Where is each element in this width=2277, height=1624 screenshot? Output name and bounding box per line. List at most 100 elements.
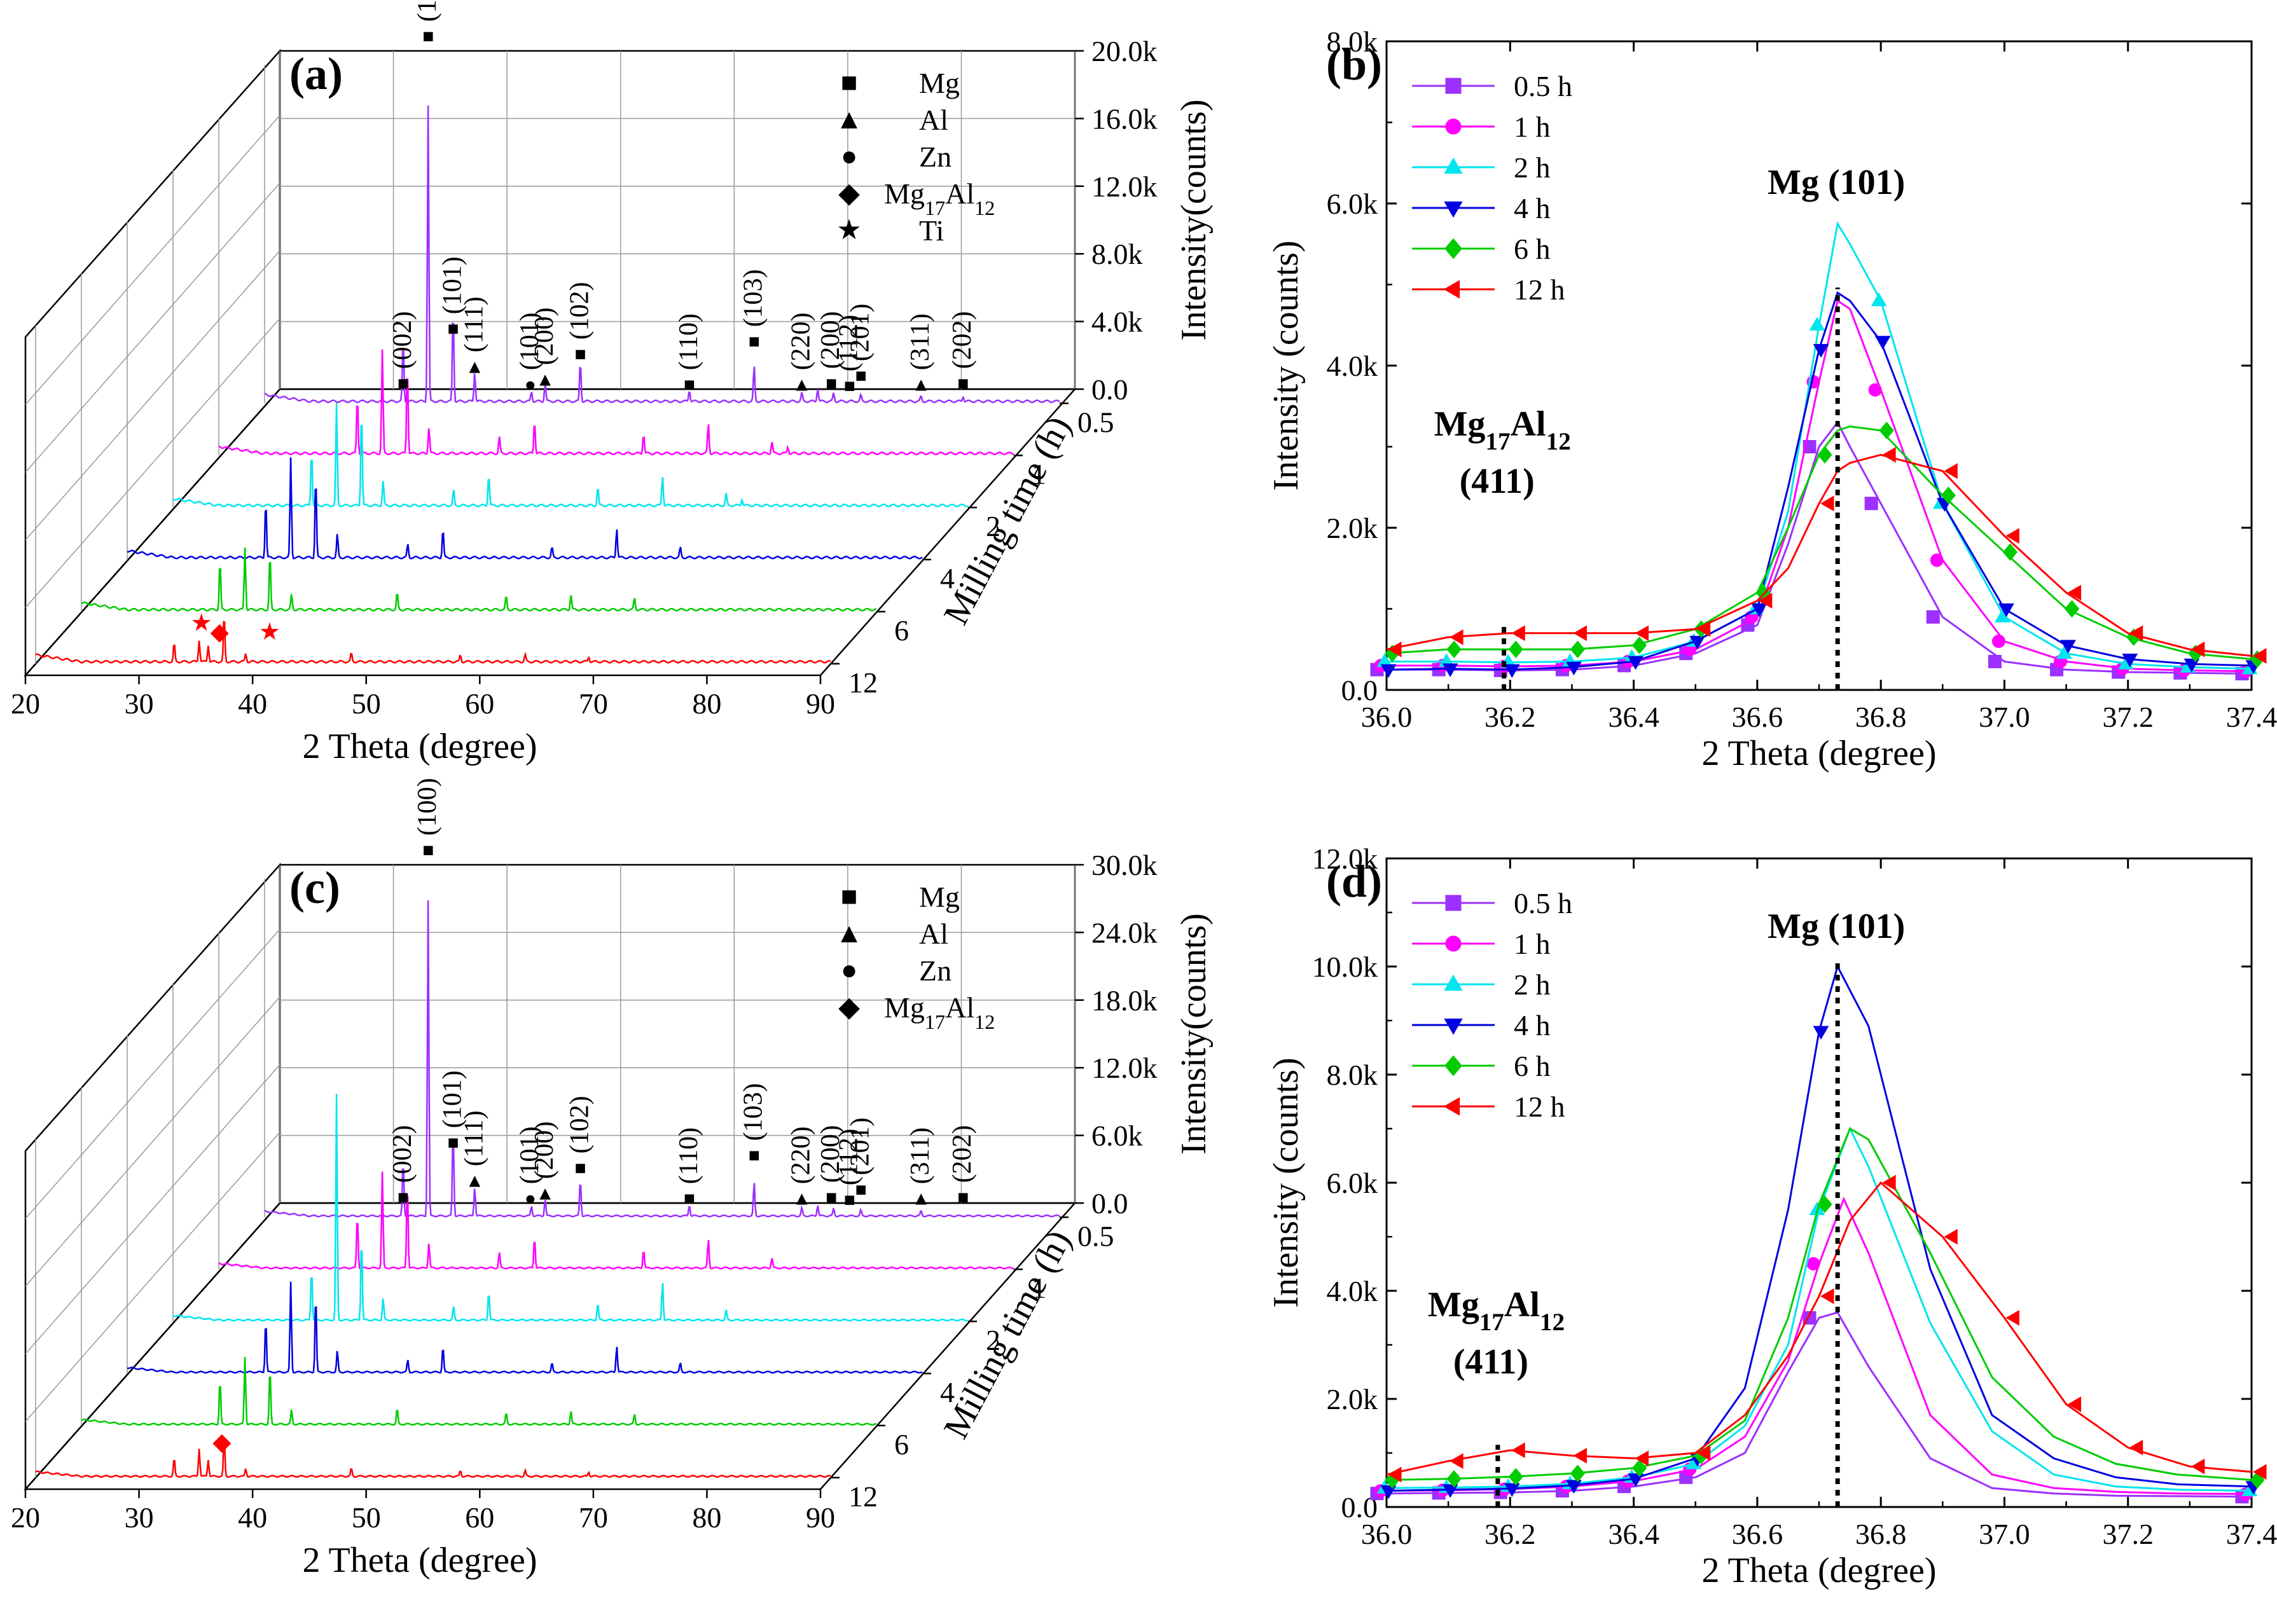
data-point <box>1504 664 1520 678</box>
data-point <box>2064 600 2080 618</box>
data-point <box>1387 641 1402 657</box>
series-line <box>1386 1181 2252 1476</box>
x-tick-label: 80 <box>692 1501 721 1534</box>
data-point <box>2002 543 2018 561</box>
z-tick-label: 24.0k <box>1091 916 1158 949</box>
y-tick-label: 2.0k <box>1327 1383 1378 1415</box>
data-point <box>1817 1195 1832 1213</box>
hkl-label: (200) <box>816 1125 845 1183</box>
phase-marker: ■ <box>684 374 695 395</box>
secondary-peak-label: Mg17Al12 <box>1434 404 1571 455</box>
y-tick-label: 8.0k <box>1327 25 1378 58</box>
phase-marker: ■ <box>749 1145 760 1166</box>
data-point <box>1508 640 1523 659</box>
data-point <box>1820 1288 1834 1304</box>
y-tick-label: 12.0k <box>1312 843 1378 875</box>
phase-marker: ▲ <box>466 1170 485 1191</box>
y-tick-label: 4.0k <box>1327 350 1378 382</box>
data-point <box>1944 463 1958 479</box>
x-tick-label: 36.8 <box>1855 701 1907 733</box>
y-tick-label: 12 <box>848 666 878 699</box>
data-point <box>1380 1485 1397 1499</box>
data-point <box>1696 621 1711 637</box>
data-point <box>1380 664 1397 678</box>
y-tick-label: 6 <box>894 614 909 647</box>
legend-label: Al <box>919 104 948 136</box>
x-tick-label: 37.2 <box>2102 1518 2154 1550</box>
hkl-label: (110) <box>674 313 703 370</box>
x-tick-label: 30 <box>125 687 154 720</box>
x-axis-title: 2 Theta (degree) <box>303 1541 537 1580</box>
legend-label: 1 h <box>1514 928 1551 960</box>
z-tick-label: 18.0k <box>1091 984 1158 1017</box>
x-tick-label: 37.0 <box>1979 701 2030 733</box>
series-line-6 <box>81 547 877 612</box>
floor <box>24 1202 1077 1490</box>
series-line <box>1386 425 2252 660</box>
phase-marker: ■ <box>574 1157 586 1178</box>
y-tick-label: 2 <box>986 1324 1000 1356</box>
secondary-peak-label: Mg17Al12 <box>1428 1285 1565 1336</box>
data-point <box>1628 1473 1644 1487</box>
floor <box>24 388 1077 677</box>
phase-marker: ■ <box>398 1187 409 1208</box>
data-point <box>1573 1447 1587 1464</box>
x-tick-label: 36.2 <box>1485 1518 1536 1550</box>
legend-marker <box>1444 1018 1463 1035</box>
legend-marker <box>1443 1097 1460 1116</box>
legend-marker <box>1443 280 1460 299</box>
ti-marker: ★ <box>259 619 280 645</box>
z-tick-label: 12.0k <box>1091 1052 1158 1084</box>
x-axis-title: 2 Theta (degree) <box>303 727 537 766</box>
series-line-12 <box>35 621 831 664</box>
hkl-label: (220) <box>787 312 816 370</box>
data-point <box>1446 1470 1462 1488</box>
data-point <box>1926 610 1940 624</box>
phase-marker: ■ <box>826 1187 837 1208</box>
hkl-label: (111) <box>459 296 488 352</box>
x-tick-label: 20 <box>11 687 40 720</box>
data-point <box>1570 1464 1586 1483</box>
data-point <box>2067 584 2082 601</box>
series-line <box>1386 291 2252 671</box>
legend-label: Mg <box>919 881 960 913</box>
legend-label: 2 h <box>1514 968 1551 1001</box>
phase-marker: ■ <box>574 343 586 364</box>
data-point <box>1504 1483 1520 1497</box>
data-point <box>1573 625 1587 642</box>
legend-marker: ◆ <box>838 177 860 209</box>
x-tick-label: 90 <box>806 687 835 720</box>
wall-grid-h <box>25 318 280 609</box>
data-point <box>2067 1396 2082 1412</box>
phase-marker: ▲ <box>536 369 555 390</box>
legend-marker <box>1445 118 1462 135</box>
y-tick-label: 4 <box>940 1376 955 1408</box>
z-axis-title: Intensity(counts) <box>1174 913 1214 1154</box>
wall-grid-h <box>25 250 280 540</box>
phase-marker: ● <box>525 1188 536 1209</box>
hkl-label: (200) <box>816 311 845 369</box>
hkl-label: (200) <box>530 307 559 365</box>
z-tick-label: 0.0 <box>1091 1187 1128 1220</box>
z-tick-label: 6.0k <box>1091 1120 1143 1152</box>
legend-marker <box>1444 201 1463 218</box>
x-tick-label: 60 <box>465 1501 494 1534</box>
hkl-label: (103) <box>739 1083 768 1141</box>
data-point <box>1450 629 1464 645</box>
data-point <box>2252 1464 2267 1480</box>
data-point <box>1991 635 2005 648</box>
legend-label: 2 h <box>1514 151 1551 184</box>
series-line-4 <box>127 1281 923 1374</box>
waterfall-panel-2: 20 30 40 50 60 70 80 90 2 Theta (degree) 0.0 6.0k 1… <box>11 778 1214 1580</box>
y-tick-label: 2 <box>986 510 1000 542</box>
legend-label: Mg17Al12 <box>884 177 995 219</box>
hkl-label: (201) <box>846 303 875 361</box>
hkl-label: (101) <box>515 1126 544 1184</box>
x-tick-label: 90 <box>806 1501 835 1534</box>
hkl-label: (102) <box>565 282 594 340</box>
x-axis-title: 2 Theta (degree) <box>1702 1551 1937 1590</box>
y-tick-label: 6.0k <box>1327 1167 1378 1199</box>
legend-marker: ■ <box>841 67 858 98</box>
phase-marker: ■ <box>422 25 434 46</box>
